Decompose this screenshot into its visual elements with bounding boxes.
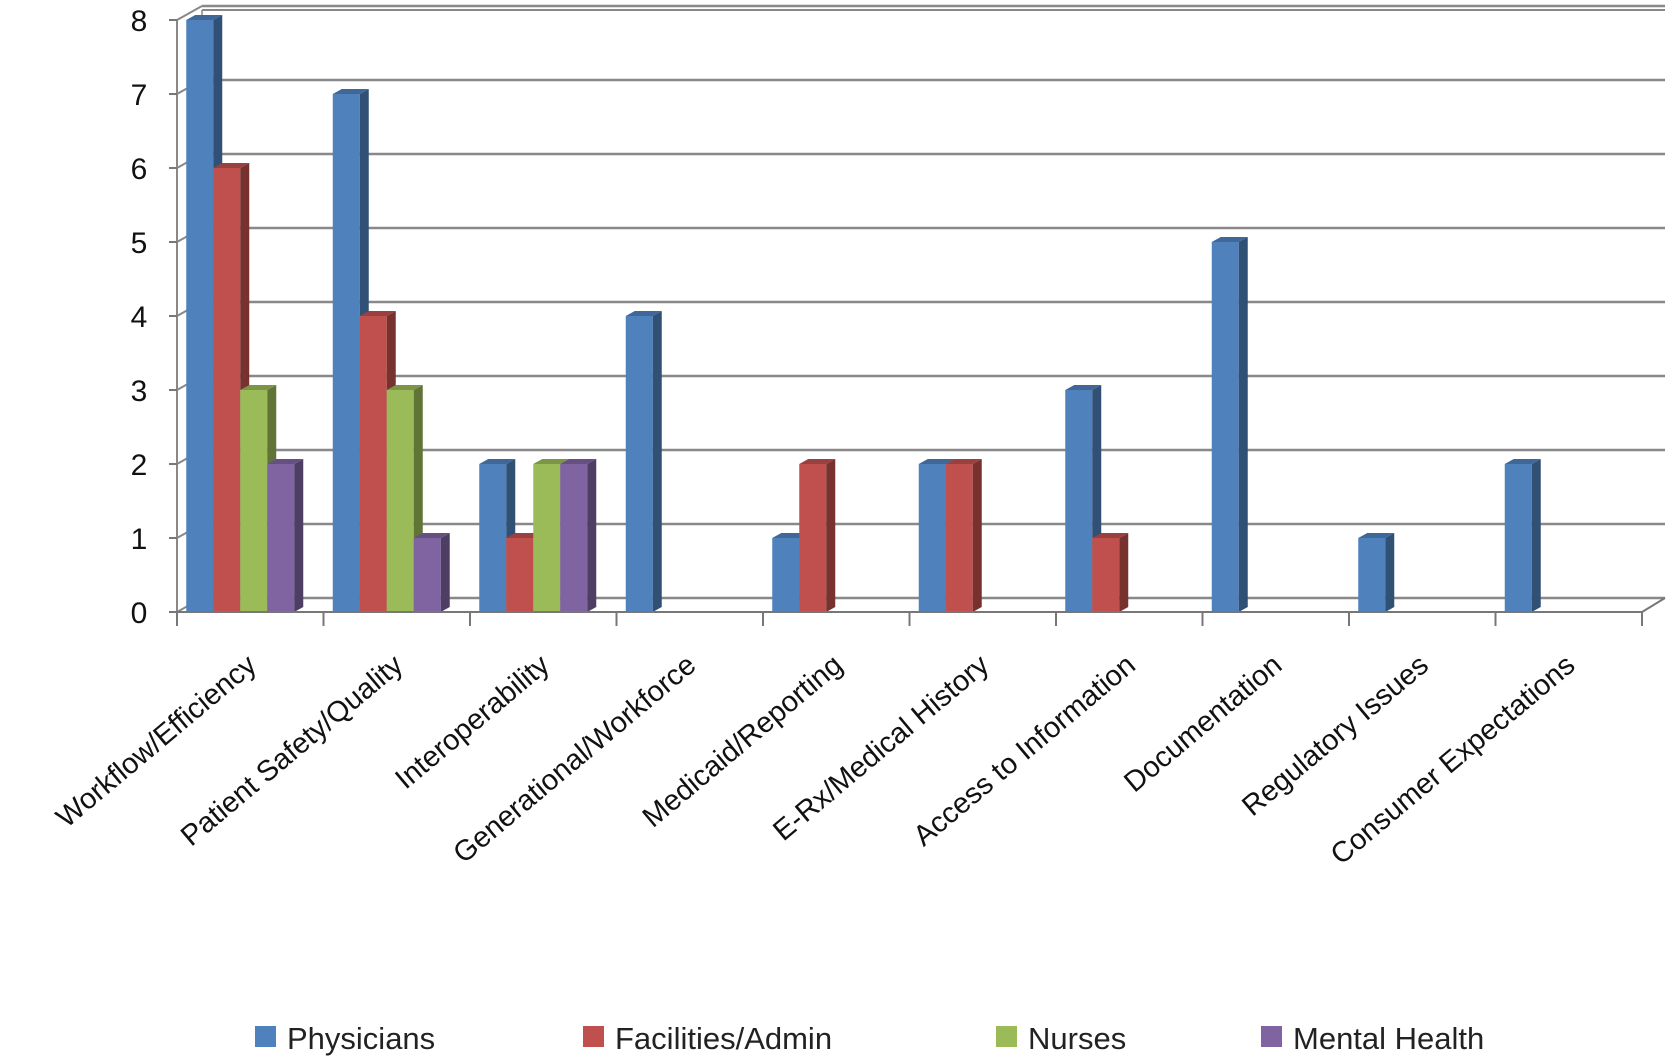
bar-front xyxy=(332,94,360,612)
bar-front xyxy=(533,464,561,612)
gridline-depth xyxy=(176,5,203,21)
bar-top xyxy=(560,459,597,464)
bar-front xyxy=(213,168,241,612)
legend-label: Nurses xyxy=(1028,1021,1126,1056)
bar-top xyxy=(1358,533,1395,538)
y-tick-label: 5 xyxy=(131,227,148,260)
bar-front xyxy=(799,464,827,612)
bar xyxy=(799,459,836,612)
legend-label: Mental Health xyxy=(1293,1021,1484,1056)
legend-item: Nurses xyxy=(996,1021,1126,1056)
legend-label: Facilities/Admin xyxy=(615,1021,832,1056)
bar-top xyxy=(799,459,836,464)
bar-front xyxy=(267,464,295,612)
bar-front xyxy=(359,316,387,612)
bar-front xyxy=(240,390,268,612)
bar-side xyxy=(1238,237,1248,612)
bar-top xyxy=(1065,385,1102,390)
legend-item: Mental Health xyxy=(1261,1021,1484,1056)
y-tick-label: 1 xyxy=(131,523,148,556)
legend-item: Facilities/Admin xyxy=(583,1021,832,1056)
bar-side xyxy=(1531,459,1541,612)
bar-side xyxy=(972,459,982,612)
bar-front xyxy=(918,464,946,612)
bar-front xyxy=(506,538,534,612)
bar-front xyxy=(1211,242,1239,612)
bar-side xyxy=(1385,533,1395,612)
bar-top xyxy=(213,163,250,168)
x-tick-label: Consumer Expectations xyxy=(1325,649,1581,871)
floor-right-edge xyxy=(1641,597,1666,613)
bar-side xyxy=(587,459,597,612)
x-tick-label: Generational/Workforce xyxy=(447,649,702,870)
bar-top xyxy=(945,459,982,464)
bar xyxy=(386,385,423,612)
bar-top xyxy=(359,311,396,316)
bar-top xyxy=(479,459,516,464)
bar xyxy=(267,459,304,612)
legend-swatch xyxy=(996,1026,1017,1047)
y-axis-ticks: 0 1 2 3 4 5 6 7 8 xyxy=(131,5,177,630)
legend-swatch xyxy=(1261,1026,1282,1047)
bar-front xyxy=(386,390,414,612)
bar-top xyxy=(625,311,662,316)
bar xyxy=(186,15,223,612)
bar-top xyxy=(918,459,955,464)
bar xyxy=(1092,533,1129,612)
bar-front xyxy=(625,316,653,612)
bar-top xyxy=(386,385,423,390)
bar xyxy=(1211,237,1248,612)
y-tick-label: 8 xyxy=(131,5,148,38)
y-tick-label: 4 xyxy=(131,301,148,334)
bar-top xyxy=(240,385,277,390)
bar-front xyxy=(1358,538,1386,612)
bar xyxy=(413,533,450,612)
y-tick-label: 3 xyxy=(131,375,148,408)
y-tick-label: 2 xyxy=(131,449,148,482)
y-tick-label: 0 xyxy=(131,597,148,630)
bar-side xyxy=(652,311,662,612)
bar xyxy=(1504,459,1541,612)
legend-swatch xyxy=(583,1026,604,1047)
bar-side xyxy=(440,533,450,612)
y-tick-label: 6 xyxy=(131,153,148,186)
bar-top xyxy=(186,15,223,20)
x-tick-label: Interoperability xyxy=(389,649,556,796)
legend-item: Physicians xyxy=(255,1021,435,1056)
y-tick-label: 7 xyxy=(131,79,148,112)
bar-front xyxy=(945,464,973,612)
bar-top xyxy=(1504,459,1541,464)
bar-top xyxy=(1092,533,1129,538)
legend: Physicians Facilities/Admin Nurses Mental H… xyxy=(255,1021,1484,1056)
bar xyxy=(625,311,662,612)
bars xyxy=(186,15,1541,612)
bar-top xyxy=(1211,237,1248,242)
bar xyxy=(945,459,982,612)
bar-front xyxy=(413,538,441,612)
bar-top xyxy=(533,459,570,464)
bar-top xyxy=(413,533,450,538)
bar-front xyxy=(1065,390,1093,612)
bar-top xyxy=(267,459,304,464)
bar xyxy=(560,459,597,612)
bar-side xyxy=(1119,533,1129,612)
bar-front xyxy=(479,464,507,612)
bar-front xyxy=(186,20,214,612)
bar-front xyxy=(1504,464,1532,612)
legend-swatch xyxy=(255,1026,276,1047)
bar-front xyxy=(560,464,588,612)
bar-side xyxy=(826,459,836,612)
bar-top xyxy=(332,89,369,94)
bar-side xyxy=(294,459,304,612)
bar-front xyxy=(1092,538,1120,612)
legend-label: Physicians xyxy=(287,1021,435,1056)
bar-front xyxy=(772,538,800,612)
bar xyxy=(1358,533,1395,612)
